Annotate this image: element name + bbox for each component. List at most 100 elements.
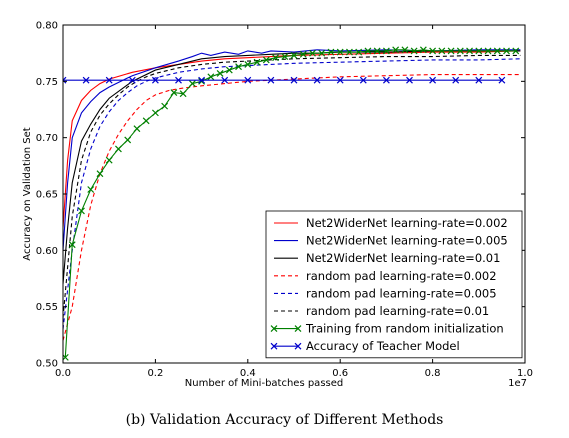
legend-label: Accuracy of Teacher Model: [306, 339, 460, 353]
data-point: [170, 89, 178, 97]
legend-marker: [270, 342, 278, 350]
y-tick-label: 0.75: [36, 77, 58, 88]
legend-label: random pad learning-rate=0.002: [306, 269, 497, 283]
data-point: [216, 70, 224, 77]
data-point: [419, 46, 427, 54]
series-net2widernet-learning-rate-0-002: [63, 50, 521, 228]
y-tick-label: 0.55: [36, 302, 58, 313]
data-point: [438, 47, 446, 55]
series-line-3: [63, 50, 521, 285]
x-offset-label: 1e7: [508, 378, 527, 389]
legend: Net2WiderNet learning-rate=0.002 Net2Wide…: [265, 210, 523, 359]
data-point: [318, 49, 326, 57]
data-point: [82, 76, 90, 84]
data-point: [68, 241, 76, 249]
data-point: [452, 76, 460, 84]
data-point: [456, 47, 464, 55]
data-point: [290, 76, 298, 84]
x-tick-label: 1.0: [517, 368, 533, 379]
data-point: [244, 76, 252, 84]
legend-entry: random pad learning-rate=0.005: [274, 286, 497, 300]
data-point: [429, 76, 437, 84]
data-point: [161, 102, 169, 110]
legend-entry: random pad learning-rate=0.01: [274, 304, 489, 318]
data-point: [336, 76, 344, 84]
x-tick-label: 0.6: [332, 368, 348, 379]
data-point: [503, 47, 510, 55]
data-point: [281, 53, 289, 60]
legend-entry: Training from random initialization: [270, 322, 504, 336]
plot-area: [63, 46, 521, 361]
legend-entry: Accuracy of Teacher Model: [270, 339, 460, 353]
series-line-2: [63, 49, 521, 251]
y-tick-label: 0.50: [36, 359, 58, 370]
data-point: [313, 76, 321, 84]
chart: 0.0 0.2 0.4 0.6 0.8 1.0 0.50 0.55 0.60 0.65 0.70 0.…: [22, 21, 533, 390]
legend-label: Net2WiderNet learning-rate=0.01: [306, 251, 500, 265]
data-point: [142, 117, 150, 125]
y-tick-label: 0.70: [36, 133, 58, 144]
data-point: [267, 76, 275, 84]
data-point: [327, 48, 335, 56]
data-point: [151, 76, 159, 84]
legend-entry: Net2WiderNet learning-rate=0.005: [274, 234, 508, 248]
legend-label: Net2WiderNet learning-rate=0.002: [306, 216, 508, 230]
data-point: [382, 76, 390, 84]
data-point: [309, 49, 316, 57]
data-point: [429, 47, 437, 55]
data-point: [401, 46, 409, 54]
legend-label: Training from random initialization: [305, 322, 504, 336]
data-point: [392, 46, 400, 54]
data-point: [466, 47, 473, 55]
legend-entry: Net2WiderNet learning-rate=0.01: [274, 251, 500, 265]
y-axis-label: Accuracy on Validation Set: [22, 127, 33, 261]
data-point: [406, 76, 413, 84]
data-point: [299, 50, 307, 58]
data-point: [105, 156, 113, 164]
data-point: [225, 66, 233, 74]
data-point: [133, 125, 141, 133]
data-point: [78, 207, 85, 215]
series-line-4: [63, 74, 521, 341]
series-random-pad-learning-rate-0-002: [63, 74, 521, 341]
x-axis-label: Number of Mini-batches passed: [185, 378, 343, 389]
figure-caption: (b) Validation Accuracy of Different Met…: [125, 412, 444, 428]
legend-label: random pad learning-rate=0.01: [306, 304, 489, 318]
x-tick-label: 0.2: [147, 368, 163, 379]
data-point: [346, 48, 353, 56]
legend-entry: Net2WiderNet learning-rate=0.002: [274, 216, 508, 230]
data-point: [493, 47, 501, 55]
legend-marker: [294, 342, 302, 350]
data-point: [235, 63, 242, 71]
data-point: [207, 73, 215, 81]
legend-marker: [294, 325, 302, 333]
data-point: [355, 48, 363, 56]
data-point: [512, 47, 520, 55]
data-point: [128, 76, 136, 84]
data-point: [63, 76, 67, 84]
data-point: [198, 77, 206, 85]
data-point: [475, 47, 483, 55]
data-point: [373, 47, 381, 55]
data-point: [179, 90, 187, 98]
x-tick-label: 0.0: [55, 368, 71, 379]
data-point: [124, 136, 132, 144]
legend-box: [265, 210, 523, 359]
data-point: [290, 51, 298, 59]
x-tick-label: 0.4: [240, 368, 256, 379]
series-net2widernet-learning-rate-0-01: [63, 50, 521, 285]
data-point: [498, 76, 506, 84]
legend-marker: [270, 325, 278, 333]
data-point: [175, 76, 182, 84]
data-point: [198, 76, 206, 84]
series-line-1: [63, 50, 521, 228]
data-point: [96, 170, 104, 178]
data-point: [336, 48, 344, 56]
y-tick-label: 0.80: [36, 21, 58, 32]
data-point: [221, 76, 229, 84]
data-point: [272, 54, 279, 62]
data-point: [115, 145, 122, 153]
data-point: [253, 58, 261, 66]
data-point: [447, 47, 455, 55]
data-point: [262, 56, 270, 64]
